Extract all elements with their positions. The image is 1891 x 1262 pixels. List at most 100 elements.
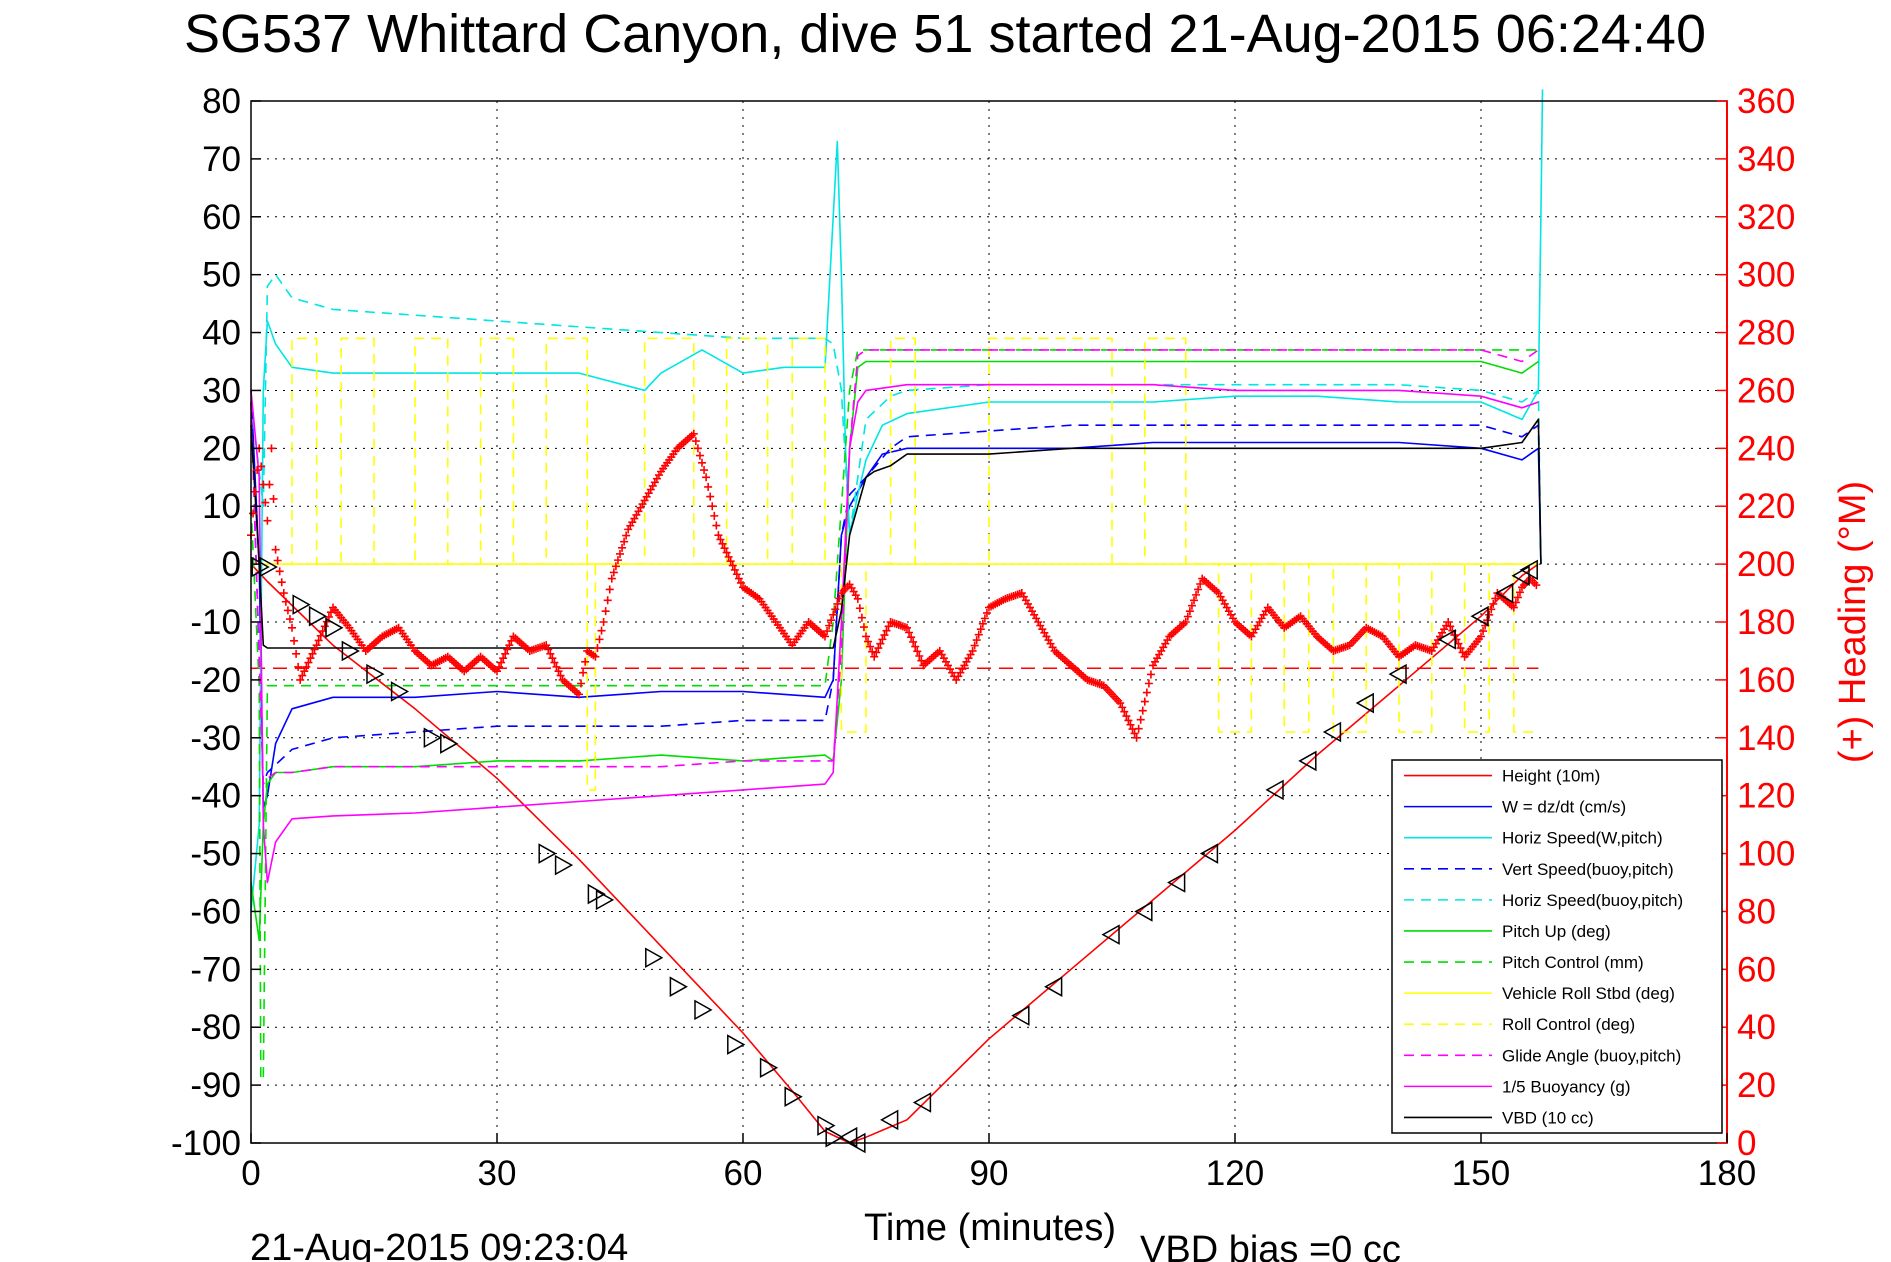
right-tick-label: 280 [1737,314,1795,353]
heading-point [712,521,721,530]
heading-point [732,570,741,579]
dive-marker [825,1126,844,1148]
heading-point [618,543,627,552]
heading-point [693,444,702,453]
legend-entry: Height (10m) [1502,767,1600,786]
heading-point [710,511,719,520]
y-tick-label: -80 [190,1008,241,1047]
heading-markers [247,429,1541,742]
heading-point [1140,697,1149,706]
heading-point [1134,724,1143,733]
heading-point [1515,588,1524,597]
dive-marker [366,663,385,685]
dive-marker [341,640,360,662]
heading-point [825,621,834,630]
heading-point [294,662,303,671]
series-line-8 [251,337,1539,791]
heading-point [1138,706,1147,715]
heading-point [281,597,290,606]
heading-point [1532,581,1541,590]
right-tick-label: 100 [1737,835,1795,874]
right-tick-label: 200 [1737,545,1795,584]
heading-point [308,649,317,658]
dive-marker [1437,629,1456,650]
dive-marker [1134,901,1153,922]
heading-point [296,675,305,684]
heading-point [314,636,323,645]
legend-entry: Pitch Control (mm) [1502,953,1644,972]
heading-point [722,548,731,557]
heading-point [292,649,301,658]
heading-point [304,658,313,667]
heading-point [261,498,270,507]
heading-point [298,671,307,680]
heading-point [1194,585,1203,594]
heading-point [913,647,922,656]
heading-point [285,615,294,624]
heading-point [855,604,864,613]
vbd-bias-footer: VBD bias =0 cc [1140,1229,1401,1262]
dive-marker [390,681,410,702]
heading-point [609,568,618,577]
heading-point [1450,631,1459,640]
dive-marker [1199,843,1219,864]
heading-point [267,444,276,453]
heading-point [601,607,610,616]
legend-entry: Horiz Speed(buoy,pitch) [1502,891,1683,910]
heading-point [1192,590,1201,599]
right-tick-label: 60 [1737,950,1776,989]
heading-point [1444,618,1453,626]
series-line-9 [250,349,1539,785]
heading-point [907,633,916,642]
heading-point [859,623,868,632]
right-tick-label: 220 [1737,487,1795,526]
heading-point [689,429,698,438]
heading-point [579,668,588,677]
heading-point [878,635,887,644]
heading-point [599,618,608,626]
heading-point [1122,712,1131,721]
dive-marker [694,999,713,1021]
legend-entry: Vert Speed(buoy,pitch) [1502,860,1674,879]
heading-point [271,545,280,554]
y-tick-label: 80 [202,82,241,121]
heading-point [835,594,844,603]
heading-point [620,537,629,546]
heading-point [320,622,329,631]
dive-marker [292,594,311,615]
heading-point [581,657,590,666]
heading-point [911,642,920,651]
heading-point [821,632,829,641]
heading-point [597,626,606,635]
right-axis-ticks: 3603403203002802602402202001801601401201… [1717,82,1795,1163]
heading-point [611,562,620,571]
heading-point [613,556,622,565]
heading-point [273,556,282,565]
dive-marker [1298,750,1317,772]
heading-point [1485,610,1494,619]
y-tick-label: -60 [190,892,241,931]
right-tick-label: 160 [1737,661,1795,700]
dive-marker [727,1034,746,1055]
heading-point [1132,733,1141,742]
heading-point [702,473,711,482]
heading-point [1120,707,1129,716]
heading-point [1136,715,1145,724]
heading-point [265,480,274,489]
heading-point [1513,593,1522,602]
right-tick-label: 120 [1737,777,1795,816]
heading-point [306,654,315,663]
series-lines [250,89,1544,1144]
heading-point [542,641,551,650]
heading-point [978,619,987,628]
heading-point [968,646,977,655]
heading-point [704,482,713,491]
dive-marker [423,727,442,749]
heading-point [872,648,881,657]
series-line-3 [250,401,1542,785]
x-tick-label: 60 [724,1154,763,1193]
heading-point [917,656,926,665]
y-tick-label: 40 [202,314,241,353]
heading-point [972,636,981,645]
right-tick-label: 20 [1737,1066,1776,1105]
